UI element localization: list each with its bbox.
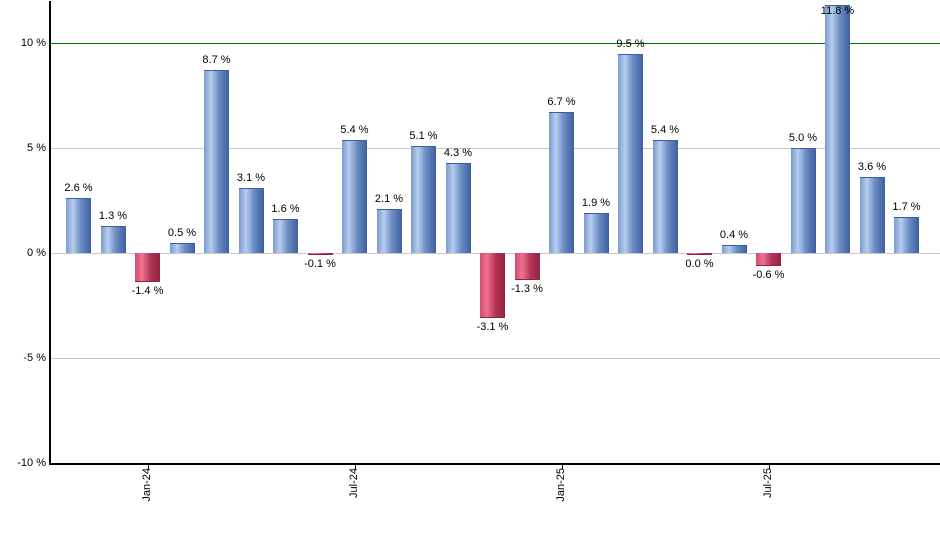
x-tick-label: Jan-24 — [140, 468, 153, 502]
x-tick-mark — [354, 463, 356, 469]
bar-value-label: 6.7 % — [547, 96, 576, 109]
grid-line — [51, 148, 940, 149]
bar — [376, 208, 402, 253]
bar — [342, 139, 367, 253]
bar — [583, 213, 609, 253]
bar-value-label: -1.3 % — [511, 283, 543, 296]
y-axis-line — [49, 1, 51, 465]
bar-value-label: 4.3 % — [443, 146, 473, 159]
bar — [307, 253, 333, 256]
bar-value-label: 1.9 % — [581, 197, 611, 210]
bar — [100, 225, 126, 253]
bar-value-label: 3.1 % — [236, 171, 266, 184]
bar — [790, 148, 816, 253]
bar-value-label: -3.1 % — [476, 321, 509, 334]
x-tick-label: Jul-24 — [347, 468, 360, 498]
bar-value-label: 5.4 % — [340, 123, 369, 136]
y-tick-label: 5 % — [27, 142, 46, 154]
x-tick-mark — [768, 463, 770, 469]
x-axis-line — [49, 463, 940, 465]
bar — [825, 5, 850, 253]
grid-line — [51, 358, 940, 359]
bar-value-label: 9.5 % — [616, 37, 645, 50]
bar-value-label: 0.5 % — [167, 226, 197, 239]
y-tick-label: 10 % — [20, 37, 46, 49]
bar-value-label: -0.1 % — [304, 258, 336, 271]
bar — [687, 253, 712, 255]
x-tick-label: Jul-25 — [761, 468, 774, 498]
bar — [618, 53, 643, 253]
bar-value-label: 5.0 % — [788, 132, 818, 144]
bar — [204, 70, 229, 253]
bar — [445, 162, 471, 253]
bar-value-label: 5.1 % — [409, 129, 438, 142]
bar-value-label: 8.7 % — [202, 54, 231, 67]
bar-value-label: 1.7 % — [892, 201, 921, 214]
x-tick-mark — [561, 463, 563, 469]
bar — [480, 253, 505, 319]
bar-value-label: 5.4 % — [650, 123, 680, 136]
bar — [135, 253, 160, 283]
bar — [66, 198, 91, 253]
bar-value-label: 2.1 % — [374, 192, 404, 205]
bar-value-label: 11.8 % — [820, 5, 855, 17]
bar-value-label: 1.6 % — [271, 203, 300, 216]
bar-value-label: 2.6 % — [64, 182, 93, 195]
y-tick-label: -5 % — [23, 352, 46, 364]
bar — [273, 219, 298, 253]
bar-value-label: 0.4 % — [719, 228, 749, 241]
bar — [721, 244, 747, 253]
x-tick-label: Jan-25 — [554, 468, 567, 502]
bar — [169, 242, 195, 253]
bar — [514, 253, 540, 281]
bar-value-label: 3.6 % — [857, 161, 887, 174]
bar — [238, 187, 264, 253]
bar — [894, 217, 919, 253]
reference-line-10pct — [51, 42, 940, 44]
bar — [411, 145, 436, 253]
bar — [859, 177, 885, 253]
bar-value-label: -1.4 % — [131, 285, 164, 298]
bar-value-label: -0.6 % — [752, 268, 785, 281]
bar — [756, 253, 781, 266]
bar — [549, 112, 574, 253]
bar-value-label: 0.0 % — [685, 257, 714, 270]
x-tick-mark — [147, 463, 149, 469]
bar — [652, 139, 678, 253]
y-tick-label: -10 % — [17, 457, 46, 469]
y-tick-label: 0 % — [27, 247, 46, 259]
bar-value-label: 1.3 % — [98, 209, 128, 222]
